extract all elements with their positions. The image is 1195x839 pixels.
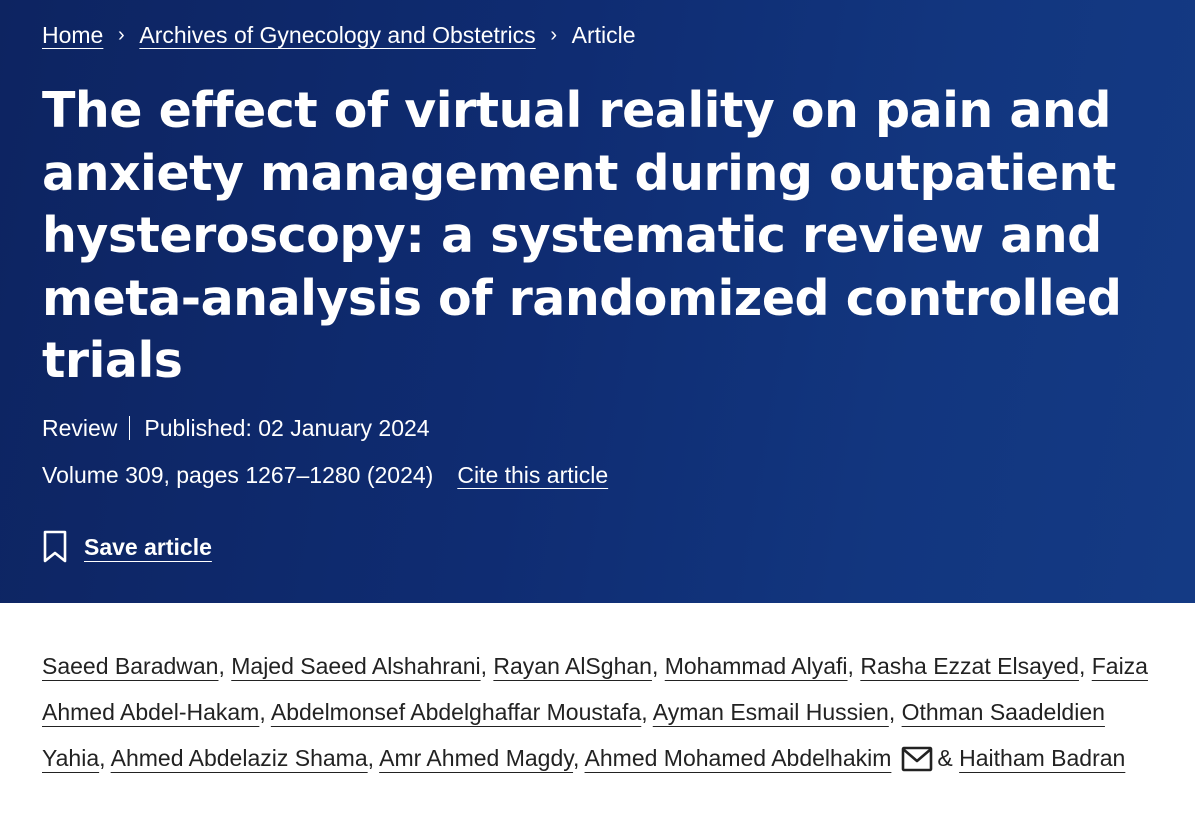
author-separator: , [888, 699, 896, 725]
author-separator: , [367, 745, 375, 771]
author-separator: , [218, 653, 225, 679]
author-link[interactable]: Ayman Esmail Hussien [652, 699, 889, 725]
author-link[interactable]: Mohammad Alyafi [664, 653, 848, 679]
article-citation-line: Volume 309, pages 1267–1280 (2024) Cite … [42, 459, 608, 491]
breadcrumb: Home › Archives of Gynecology and Obstet… [42, 18, 636, 52]
corresponding-author-link[interactable]: Ahmed Mohamed Abdelhakim [584, 745, 892, 771]
author-link[interactable]: Rayan AlSghan [493, 653, 652, 679]
breadcrumb-journal-link[interactable]: Archives of Gynecology and Obstetrics [139, 22, 536, 48]
author-separator: , [99, 745, 106, 771]
breadcrumb-current: Article [571, 22, 636, 48]
author-link[interactable]: Majed Saeed Alshahrani [231, 653, 481, 679]
envelope-icon[interactable] [901, 741, 933, 787]
volume-pages: Volume 309, pages 1267–1280 (2024) [42, 462, 434, 488]
author-separator: , [641, 699, 648, 725]
bookmark-icon [42, 530, 68, 564]
chevron-right-icon: › [118, 24, 125, 46]
author-list: Saeed Baradwan, Majed Saeed Alshahrani, … [42, 643, 1162, 787]
author-separator: , [480, 653, 487, 679]
author-separator: , [573, 745, 580, 771]
author-link[interactable]: Faiza Ahmed Abdel-Hakam [42, 653, 1148, 725]
author-link[interactable]: Rasha Ezzat Elsayed [860, 653, 1079, 679]
author-link[interactable]: Ahmed Abdelaziz Shama [110, 745, 368, 771]
author-separator: , [651, 653, 659, 679]
author-separator: , [847, 653, 854, 679]
author-link[interactable]: Saeed Baradwan [42, 653, 219, 679]
author-ampersand: & [937, 745, 953, 771]
save-article-label: Save article [84, 534, 212, 560]
article-title: The effect of virtual reality on pain an… [42, 82, 1122, 389]
author-separator: , [1078, 653, 1086, 679]
meta-divider [129, 416, 131, 440]
article-type: Review [42, 415, 118, 441]
save-article-button[interactable]: Save article [42, 530, 212, 564]
chevron-right-icon: › [550, 24, 557, 46]
breadcrumb-home-link[interactable]: Home [42, 22, 104, 48]
author-link[interactable]: Haitham Badran [959, 745, 1126, 771]
published-date: Published: 02 January 2024 [144, 415, 430, 441]
author-link[interactable]: Othman Saadeldien Yahia [42, 699, 1105, 771]
author-link[interactable]: Amr Ahmed Magdy [379, 745, 574, 771]
article-header: Home › Archives of Gynecology and Obstet… [0, 0, 1195, 603]
article-meta: Review Published: 02 January 2024 [42, 412, 430, 444]
cite-article-link[interactable]: Cite this article [457, 462, 609, 488]
author-link[interactable]: Abdelmonsef Abdelghaffar Moustafa [270, 699, 642, 725]
author-separator: , [259, 699, 266, 725]
